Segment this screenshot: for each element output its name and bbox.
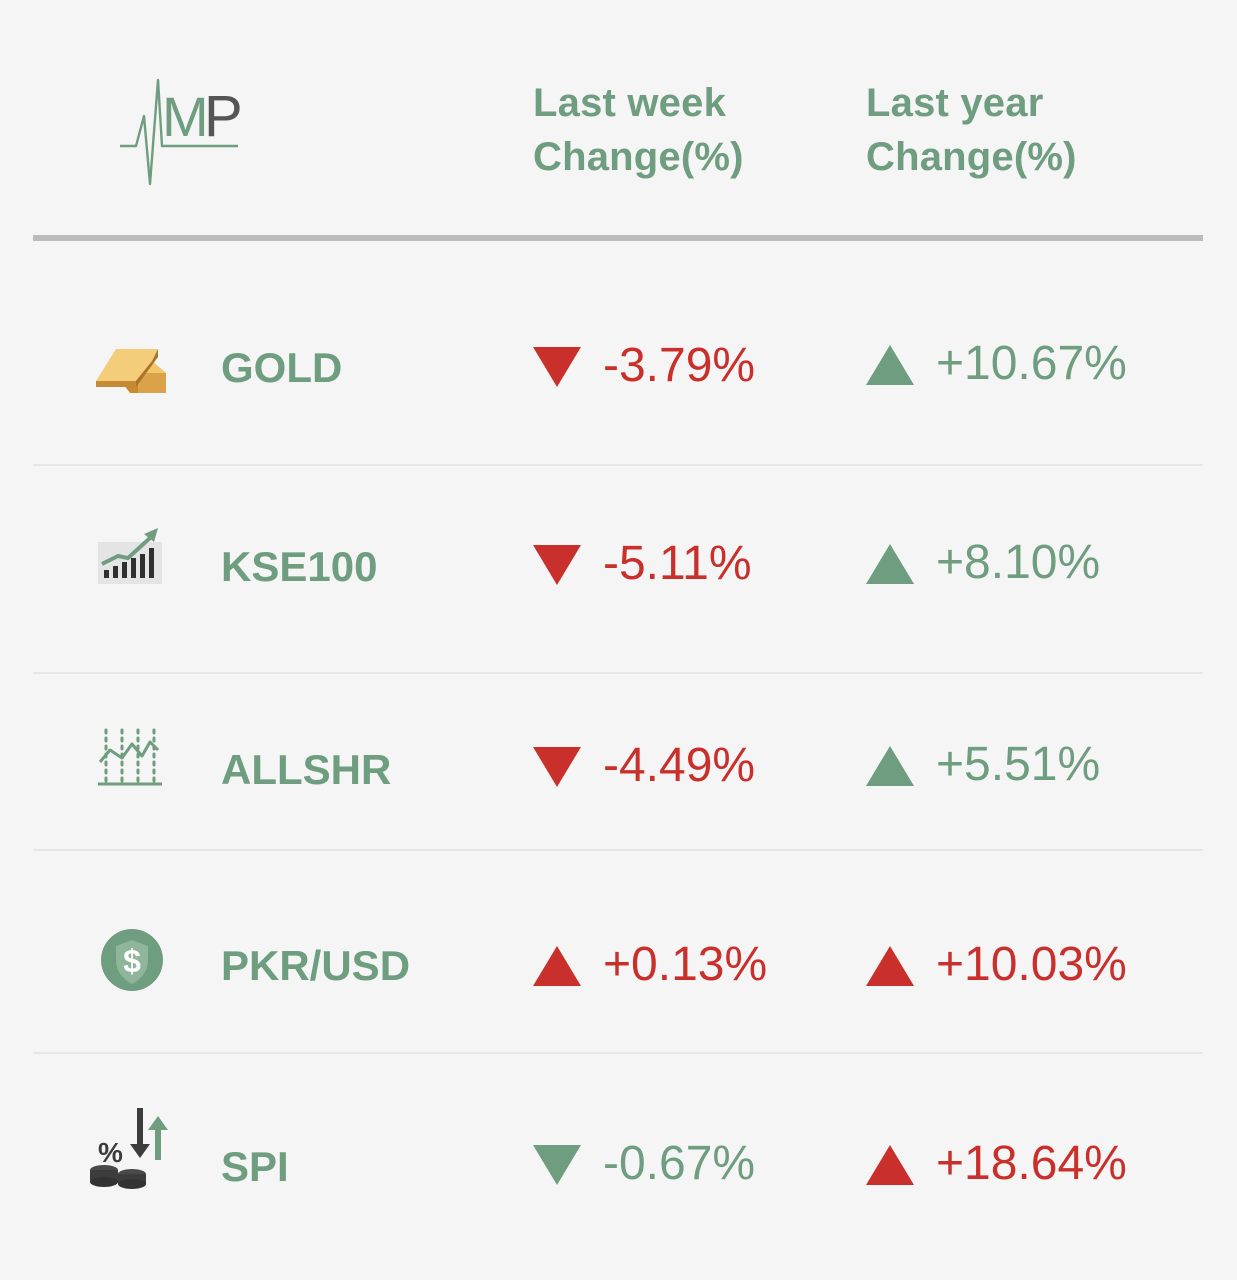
svg-text:M: M: [162, 85, 209, 148]
year-change-value: +8.10%: [936, 536, 1101, 589]
header-last-year-line1: Last year: [866, 81, 1044, 125]
row-divider: [33, 1052, 1203, 1054]
year-change-value: +18.64%: [936, 1137, 1127, 1190]
year-change-pkr-usd: +10.03%: [866, 937, 1127, 993]
asset-name-spi: SPI: [221, 1143, 289, 1190]
up-arrow-icon: [866, 946, 914, 986]
percent-coins-arrows-icon: %: [90, 1108, 168, 1189]
amp-logo-icon: M P: [120, 78, 240, 186]
asset-name-pkr-usd: PKR/USD: [221, 942, 411, 989]
down-arrow-icon: [533, 1145, 581, 1185]
row-divider: [33, 464, 1203, 466]
asset-name-kse100: KSE100: [221, 543, 378, 590]
week-change-value: -3.79%: [603, 339, 756, 392]
header-last-week-line1: Last week: [533, 81, 727, 125]
week-change-pkr-usd: +0.13%: [533, 937, 767, 993]
dollar-coin-icon: $: [101, 929, 163, 991]
row-divider: [33, 672, 1203, 674]
week-change-value: -0.67%: [603, 1137, 756, 1190]
down-arrow-icon: [533, 347, 581, 387]
year-change-spi: +18.64%: [866, 1136, 1127, 1192]
up-arrow-icon: [866, 746, 914, 786]
week-change-value: +0.13%: [603, 938, 768, 991]
year-change-gold: +10.67%: [866, 336, 1127, 392]
header-last-week-line2: Change(%): [533, 135, 744, 179]
row-divider: [33, 849, 1203, 851]
svg-text:$: $: [123, 943, 141, 979]
header-last-year: Last year Change(%): [866, 76, 1126, 184]
header-last-week: Last week Change(%): [533, 76, 793, 184]
bar-chart-up-icon: [98, 528, 162, 584]
asset-name-allshr: ALLSHR: [221, 746, 392, 793]
week-change-allshr: -4.49%: [533, 738, 755, 794]
header-last-year-line2: Change(%): [866, 135, 1077, 179]
year-change-value: +10.67%: [936, 337, 1127, 390]
year-change-allshr: +5.51%: [866, 737, 1100, 793]
year-change-value: +10.03%: [936, 938, 1127, 991]
line-chart-icon: [98, 728, 162, 786]
down-arrow-icon: [533, 545, 581, 585]
week-change-value: -4.49%: [603, 739, 756, 792]
gold-bar-icon: [96, 349, 166, 393]
svg-text:%: %: [98, 1137, 123, 1168]
week-change-kse100: -5.11%: [533, 536, 752, 592]
header-divider: [33, 235, 1203, 241]
up-arrow-icon: [866, 1145, 914, 1185]
asset-name-gold: GOLD: [221, 344, 343, 391]
week-change-gold: -3.79%: [533, 338, 755, 394]
down-arrow-icon: [533, 747, 581, 787]
year-change-kse100: +8.10%: [866, 535, 1100, 591]
up-arrow-icon: [866, 345, 914, 385]
up-arrow-icon: [866, 544, 914, 584]
svg-text:P: P: [204, 84, 240, 149]
week-change-value: -5.11%: [603, 537, 752, 590]
week-change-spi: -0.67%: [533, 1136, 755, 1192]
up-arrow-icon: [533, 946, 581, 986]
year-change-value: +5.51%: [936, 738, 1101, 791]
